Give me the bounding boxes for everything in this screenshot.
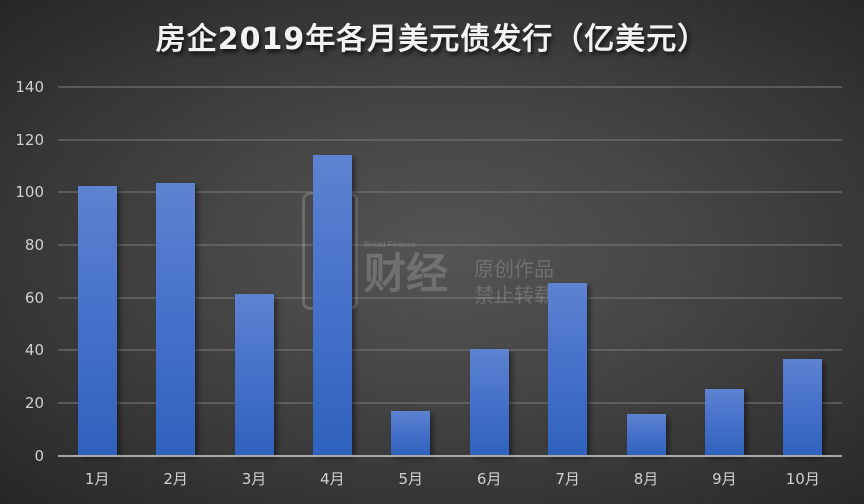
gridline xyxy=(58,401,842,404)
y-tick-label: 40 xyxy=(24,341,44,360)
bar xyxy=(77,186,117,456)
x-tick-label: 10月 xyxy=(785,470,820,488)
x-tick-label: 1月 xyxy=(84,470,110,488)
watermark-logo-cn: 财经 xyxy=(364,249,449,298)
watermark-text: 原创作品 禁止转载 xyxy=(474,256,554,308)
watermark-line1: 原创作品 xyxy=(474,257,554,281)
y-tick-label: 80 xyxy=(24,235,44,254)
x-tick-label: 3月 xyxy=(241,470,267,488)
bar xyxy=(626,414,666,456)
y-tick-label: 120 xyxy=(15,130,44,149)
bar xyxy=(391,411,431,456)
gridline xyxy=(58,243,842,246)
x-tick-label: 7月 xyxy=(555,470,580,488)
gridline xyxy=(58,86,842,88)
x-tick-label: 6月 xyxy=(476,470,502,488)
bar xyxy=(704,389,744,456)
gridline xyxy=(58,349,842,352)
bar xyxy=(469,349,509,456)
x-axis-line xyxy=(58,455,842,457)
y-tick-label: 20 xyxy=(24,393,44,412)
bar xyxy=(548,283,588,456)
x-tick-label: 4月 xyxy=(320,470,345,488)
bar xyxy=(234,294,274,456)
gridline xyxy=(58,296,842,299)
y-tick-label: 0 xyxy=(34,446,44,465)
bar xyxy=(783,359,823,456)
x-tick-label: 9月 xyxy=(712,470,737,488)
bar xyxy=(312,154,352,456)
gridline xyxy=(58,191,842,194)
y-tick-label: 140 xyxy=(15,78,44,96)
bar xyxy=(156,182,196,456)
x-tick-label: 5月 xyxy=(398,470,424,488)
gridline xyxy=(58,138,842,141)
watermark-line2: 禁止转载 xyxy=(474,283,554,307)
x-tick-label: 8月 xyxy=(633,470,659,488)
y-tick-label: 100 xyxy=(15,183,44,202)
y-tick-label: 60 xyxy=(24,288,44,307)
x-tick-label: 2月 xyxy=(163,470,188,488)
chart-title: 房企2019年各月美元债发行（亿美元） xyxy=(155,22,709,57)
